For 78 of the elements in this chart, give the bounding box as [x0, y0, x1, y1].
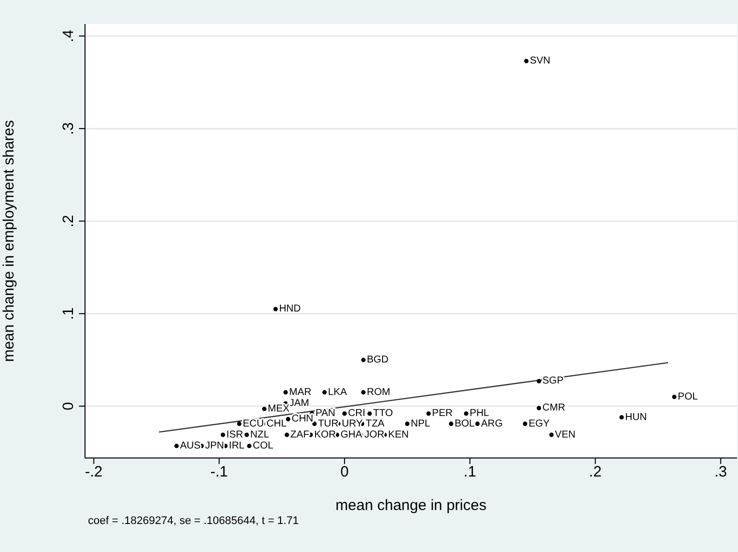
y-tick-label: 0	[60, 402, 77, 410]
point	[522, 422, 528, 426]
data-label: AUS	[180, 440, 201, 452]
data-label: JAM	[289, 398, 310, 409]
data-label: PHL	[470, 408, 490, 420]
data-label: KOR	[314, 429, 336, 440]
point	[283, 390, 288, 394]
data-label: ZAF	[290, 429, 310, 440]
x-tick-label: .3	[714, 464, 727, 481]
x-tick-label: .1	[464, 464, 476, 481]
data-label: ISR	[226, 429, 244, 440]
point	[536, 378, 542, 384]
data-label: BOL	[454, 418, 476, 430]
x-tick-label: .2	[589, 464, 602, 481]
point	[286, 416, 290, 422]
point	[619, 415, 624, 420]
point	[244, 432, 249, 438]
point	[284, 432, 290, 438]
point	[342, 411, 347, 416]
data-label: CMR	[542, 402, 566, 414]
data-label: BGD	[366, 354, 389, 366]
point	[322, 390, 327, 394]
text: coef = .18269274, se = .10685644, t = 1.71	[88, 515, 299, 527]
data-label: KEN	[388, 429, 409, 440]
point	[367, 411, 372, 416]
data-label: NZL	[250, 429, 270, 440]
point	[464, 411, 468, 416]
y-axis-title: mean change in employment shares	[0, 120, 18, 362]
point	[549, 432, 554, 438]
point	[426, 411, 431, 416]
point	[524, 58, 529, 64]
data-label: CRI	[348, 408, 366, 420]
point	[273, 306, 278, 312]
point	[448, 422, 454, 426]
data-label: ARG	[480, 418, 503, 430]
data-label: SVN	[530, 56, 550, 67]
data-label: VEN	[554, 429, 576, 440]
data-label: MAR	[289, 386, 312, 398]
point	[262, 406, 266, 412]
data-label: TZA	[366, 418, 385, 430]
y-tick-label: .3	[60, 122, 77, 135]
data-label: PAN	[315, 408, 336, 420]
data-label: HND	[279, 304, 301, 315]
point	[361, 358, 366, 362]
data-label: GHA	[340, 429, 363, 440]
data-label: COL	[252, 440, 274, 452]
data-label: LKA	[328, 386, 348, 398]
data-label: CHL	[266, 418, 287, 430]
point	[405, 422, 410, 426]
point	[536, 406, 542, 410]
y-tick-label: .4	[60, 30, 77, 42]
x-tick-label: -.1	[210, 464, 228, 481]
x-tick-label: 0	[340, 464, 349, 481]
data-label: NPL	[410, 418, 431, 430]
data-label: EGY	[528, 418, 550, 430]
x-tick-label: -.2	[85, 464, 103, 481]
point	[220, 432, 226, 438]
data-label: HUN	[625, 412, 647, 423]
x-axis-title: mean change in prices	[336, 497, 486, 514]
y-tick-label: .1	[60, 307, 77, 320]
point	[672, 394, 677, 400]
data-label: SGP	[542, 376, 564, 387]
y-tick-label: .2	[60, 214, 77, 228]
point	[361, 390, 366, 394]
data-label: ROM	[366, 386, 390, 398]
data-label: MEX	[268, 403, 290, 414]
point	[174, 444, 179, 448]
data-label: JPN	[205, 440, 224, 452]
data-label: TTO	[373, 408, 394, 420]
point	[237, 422, 242, 426]
data-label: JOR	[364, 429, 384, 440]
point	[247, 444, 252, 448]
data-label: IRL	[228, 440, 245, 452]
data-label: PER	[432, 408, 453, 420]
data-label: POL	[678, 391, 698, 402]
point	[312, 422, 317, 426]
point	[475, 422, 480, 426]
data-label: CHN	[292, 414, 314, 425]
